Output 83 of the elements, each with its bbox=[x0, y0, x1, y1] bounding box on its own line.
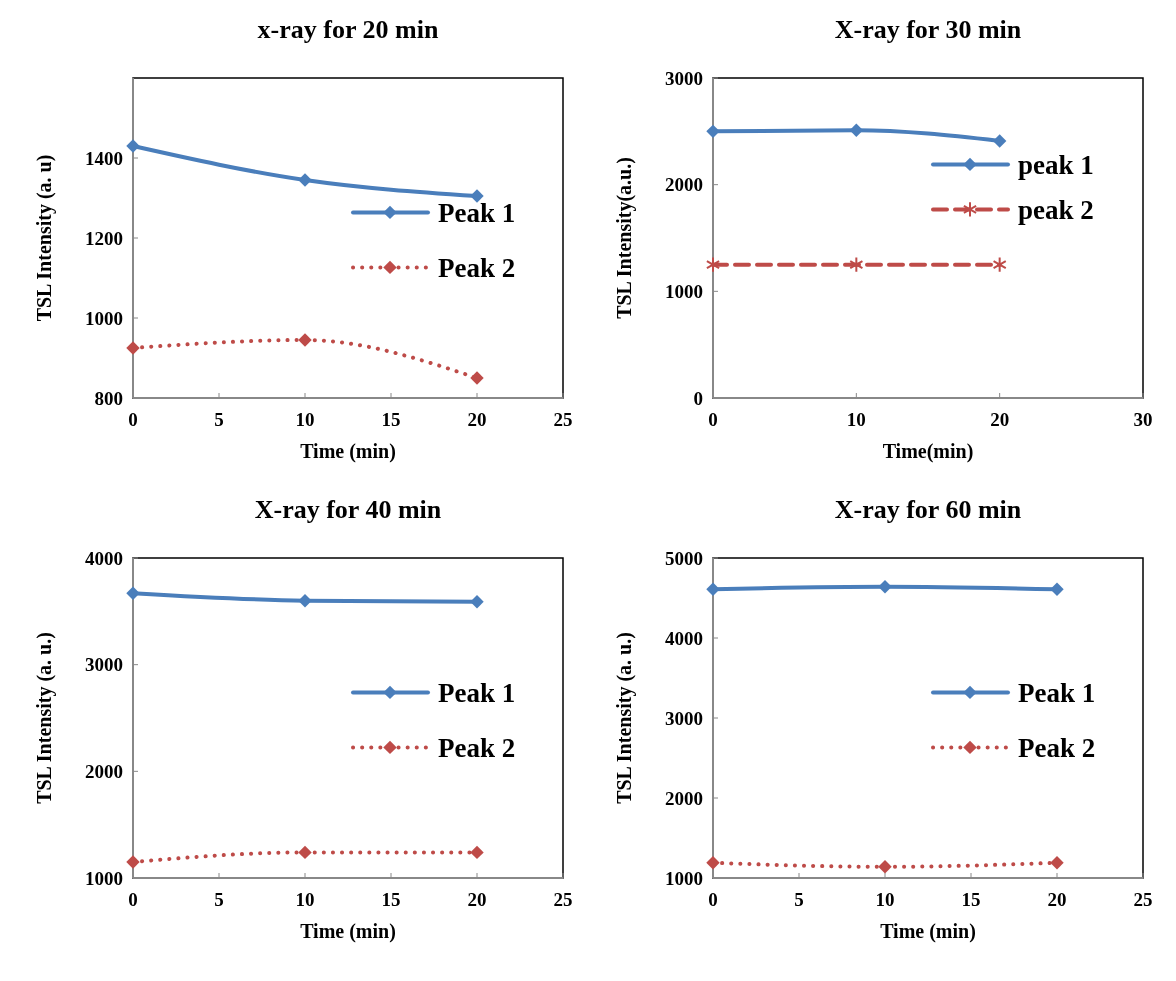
y-tick-label: 2000 bbox=[665, 174, 703, 196]
x-tick-label: 5 bbox=[214, 889, 224, 910]
point bbox=[706, 582, 720, 596]
x-tick-label: 0 bbox=[128, 409, 138, 430]
point bbox=[992, 134, 1007, 148]
y-axis-title: TSL Intensity (a. u.) bbox=[613, 632, 636, 804]
y-tick-label: 2000 bbox=[85, 760, 123, 782]
point bbox=[1050, 856, 1064, 870]
x-tick-label: 30 bbox=[1133, 409, 1153, 430]
y-tick-label: 1400 bbox=[85, 147, 123, 169]
y-tick-label: 1000 bbox=[85, 867, 123, 889]
x-tick-label: 0 bbox=[708, 889, 718, 910]
y-tick-label: 1000 bbox=[665, 867, 703, 889]
y-tick-label: 5000 bbox=[665, 547, 703, 569]
y-tick-label: 3000 bbox=[665, 707, 703, 729]
point bbox=[298, 593, 312, 608]
point bbox=[298, 173, 312, 187]
x-tick-label: 5 bbox=[214, 409, 224, 430]
x-tick-label: 25 bbox=[553, 409, 573, 430]
x-tick-label: 5 bbox=[794, 889, 804, 910]
legend-label: Peak 1 bbox=[438, 677, 516, 708]
x-tick-label: 20 bbox=[990, 409, 1010, 430]
legend-label: Peak 2 bbox=[438, 252, 516, 283]
point bbox=[126, 855, 140, 869]
y-tick-label: 800 bbox=[94, 387, 123, 409]
y-tick-label: 1200 bbox=[85, 227, 123, 249]
point bbox=[470, 189, 484, 203]
x-tick-label: 20 bbox=[467, 889, 487, 910]
y-tick-label: 1000 bbox=[665, 280, 703, 302]
x-axis-title: Time(min) bbox=[882, 440, 974, 463]
point bbox=[126, 586, 140, 600]
point bbox=[705, 256, 721, 273]
point bbox=[878, 860, 892, 874]
x-tick-label: 15 bbox=[961, 889, 981, 910]
x-tick-label: 10 bbox=[846, 409, 866, 430]
y-axis-title: TSL Intensity (a. u) bbox=[33, 154, 56, 322]
x-tick-label: 10 bbox=[295, 409, 315, 430]
x-tick-label: 15 bbox=[381, 409, 401, 430]
point bbox=[126, 341, 140, 355]
x-tick-label: 25 bbox=[553, 889, 573, 910]
point bbox=[1050, 582, 1064, 596]
chart-title: x-ray for 20 min bbox=[257, 15, 439, 44]
chart-title: X-ray for 60 min bbox=[834, 495, 1022, 524]
point bbox=[126, 139, 140, 153]
y-axis-title: TSL Intensity (a. u.) bbox=[33, 632, 56, 804]
x-tick-label: 20 bbox=[467, 409, 487, 430]
y-tick-label: 1000 bbox=[85, 307, 123, 329]
point bbox=[849, 123, 864, 137]
legend-label: peak 2 bbox=[1018, 194, 1094, 225]
x-tick-label: 0 bbox=[128, 889, 138, 910]
point bbox=[992, 256, 1007, 273]
chart-title: X-ray for 40 min bbox=[254, 495, 442, 524]
x-tick-label: 25 bbox=[1133, 889, 1153, 910]
point bbox=[706, 856, 720, 870]
y-tick-label: 4000 bbox=[665, 627, 703, 649]
legend-label: Peak 2 bbox=[1018, 732, 1096, 763]
point bbox=[706, 124, 720, 139]
y-tick-label: 3000 bbox=[85, 654, 123, 676]
point bbox=[298, 845, 312, 860]
x-axis-title: Time (min) bbox=[300, 920, 396, 943]
y-tick-label: 2000 bbox=[665, 787, 703, 809]
legend-label: Peak 2 bbox=[438, 732, 516, 763]
legend-label: Peak 1 bbox=[1018, 677, 1096, 708]
x-tick-label: 15 bbox=[381, 889, 401, 910]
x-tick-label: 10 bbox=[295, 889, 315, 910]
point bbox=[470, 371, 484, 385]
y-axis-title: TSL Intensity(a.u.) bbox=[613, 157, 636, 319]
x-tick-label: 0 bbox=[708, 409, 718, 430]
x-axis-title: Time (min) bbox=[880, 920, 976, 943]
y-tick-label: 4000 bbox=[85, 547, 123, 569]
point bbox=[878, 580, 892, 594]
y-tick-label: 3000 bbox=[665, 67, 703, 89]
y-tick-label: 0 bbox=[693, 387, 703, 409]
legend-label: Peak 1 bbox=[438, 197, 516, 228]
x-tick-label: 10 bbox=[875, 889, 895, 910]
point bbox=[298, 333, 312, 347]
chart-title: X-ray for 30 min bbox=[834, 15, 1022, 44]
x-axis-title: Time (min) bbox=[300, 440, 396, 463]
point bbox=[849, 256, 864, 273]
x-tick-label: 20 bbox=[1047, 889, 1067, 910]
point bbox=[470, 845, 484, 860]
point bbox=[470, 595, 484, 609]
legend-label: peak 1 bbox=[1018, 149, 1094, 180]
